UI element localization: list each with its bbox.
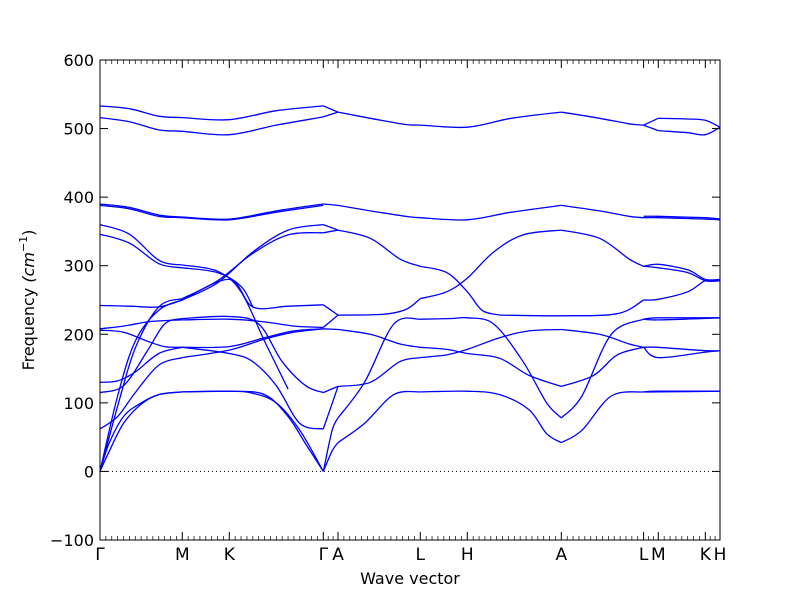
x-tick-label: Γ bbox=[319, 545, 329, 565]
band-line-35 bbox=[323, 328, 339, 331]
y-tick-label: 500 bbox=[63, 120, 94, 139]
band-line-57 bbox=[337, 390, 421, 444]
band-line-21 bbox=[182, 267, 254, 308]
band-line-47 bbox=[561, 229, 644, 267]
dispersion-lines bbox=[99, 105, 721, 472]
band-line-63 bbox=[643, 124, 659, 132]
band-line-34 bbox=[322, 314, 339, 328]
band-line-72 bbox=[643, 317, 721, 321]
x-tick-label: L bbox=[416, 545, 426, 565]
band-line-42 bbox=[337, 229, 421, 268]
band-line-55 bbox=[420, 316, 562, 419]
band-line-50 bbox=[561, 346, 644, 388]
band-line-3 bbox=[182, 390, 324, 472]
x-tick-label: Γ bbox=[95, 545, 105, 565]
y-tick-label: −100 bbox=[50, 531, 94, 550]
x-tick-label: H bbox=[714, 545, 727, 565]
band-line-13 bbox=[182, 315, 324, 394]
band-line-20 bbox=[99, 233, 183, 269]
band-line-6 bbox=[99, 297, 183, 472]
band-line-76 bbox=[643, 390, 721, 393]
band-line-59 bbox=[560, 391, 644, 444]
band-line-48 bbox=[337, 328, 421, 348]
band-line-27 bbox=[99, 105, 324, 121]
band-line-44 bbox=[499, 299, 644, 317]
x-tick-label: M bbox=[651, 545, 666, 565]
band-line-58 bbox=[420, 390, 562, 444]
band-line-62 bbox=[643, 117, 659, 126]
band-line-33 bbox=[322, 304, 339, 316]
band-line-24 bbox=[99, 204, 324, 221]
band-line-17 bbox=[182, 318, 324, 329]
band-line-22 bbox=[99, 223, 183, 266]
band-line-36 bbox=[323, 385, 339, 394]
y-tick-label: 600 bbox=[63, 51, 94, 70]
band-line-54 bbox=[337, 317, 421, 419]
band-line-29 bbox=[323, 105, 339, 113]
band-line-60 bbox=[561, 111, 644, 126]
band-line-56 bbox=[560, 318, 644, 419]
y-axis-title-text: Frequency bbox=[19, 283, 38, 371]
band-line-23 bbox=[182, 264, 289, 390]
x-tick-label: A bbox=[332, 545, 344, 565]
y-tick-label: 100 bbox=[63, 394, 94, 413]
band-line-32 bbox=[323, 229, 339, 234]
band-line-61 bbox=[561, 204, 644, 219]
band-line-67 bbox=[643, 215, 721, 220]
band-line-52 bbox=[420, 328, 562, 359]
band-line-16 bbox=[99, 319, 183, 330]
y-axis-title-exponent: −1 bbox=[17, 236, 30, 252]
y-tick-label: 400 bbox=[63, 188, 94, 207]
band-line-26 bbox=[99, 116, 324, 136]
band-line-9 bbox=[182, 223, 324, 301]
band-line-30 bbox=[323, 203, 339, 207]
minor-ticks bbox=[105, 60, 716, 540]
y-tick-label: 300 bbox=[63, 257, 94, 276]
x-axis-title: Wave vector bbox=[360, 569, 460, 588]
y-axis-ticks: −100 0 100 200 300 400 500 600 bbox=[50, 51, 720, 550]
band-line-5 bbox=[182, 328, 324, 359]
x-tick-label: A bbox=[556, 545, 568, 565]
band-line-2 bbox=[99, 391, 183, 472]
band-line-37 bbox=[322, 386, 339, 430]
band-line-45 bbox=[337, 298, 421, 316]
x-tick-label: H bbox=[461, 545, 474, 565]
x-tick-label: L bbox=[639, 545, 649, 565]
y-axis-title-close: ) bbox=[19, 230, 38, 236]
y-axis-title-unit: (cm bbox=[19, 252, 38, 283]
band-line-65 bbox=[658, 126, 721, 136]
x-tick-label: K bbox=[700, 545, 712, 565]
plot-frame bbox=[99, 59, 721, 541]
band-line-51 bbox=[337, 356, 421, 388]
band-line-69 bbox=[643, 265, 721, 283]
y-tick-label: 200 bbox=[63, 325, 94, 344]
y-tick-label: 0 bbox=[84, 462, 94, 481]
band-line-10 bbox=[99, 346, 183, 383]
band-line-39 bbox=[322, 442, 339, 472]
band-line-41 bbox=[337, 204, 562, 221]
band-line-74 bbox=[643, 346, 721, 359]
band-line-64 bbox=[658, 117, 721, 128]
band-line-38 bbox=[322, 417, 339, 472]
band-line-14 bbox=[99, 329, 183, 348]
band-line-11 bbox=[182, 328, 324, 349]
band-line-66 bbox=[643, 216, 721, 221]
x-tick-label: M bbox=[175, 545, 190, 565]
band-line-46 bbox=[420, 229, 562, 300]
band-line-53 bbox=[561, 328, 644, 348]
band-line-70 bbox=[643, 279, 721, 301]
band-line-18 bbox=[99, 299, 183, 308]
band-line-25 bbox=[99, 203, 324, 220]
y-axis-title: Frequency (cm−1) bbox=[17, 230, 38, 371]
band-line-15 bbox=[182, 346, 324, 430]
band-line-43 bbox=[420, 265, 500, 316]
x-tick-label: K bbox=[224, 545, 236, 565]
band-line-40 bbox=[337, 111, 562, 129]
